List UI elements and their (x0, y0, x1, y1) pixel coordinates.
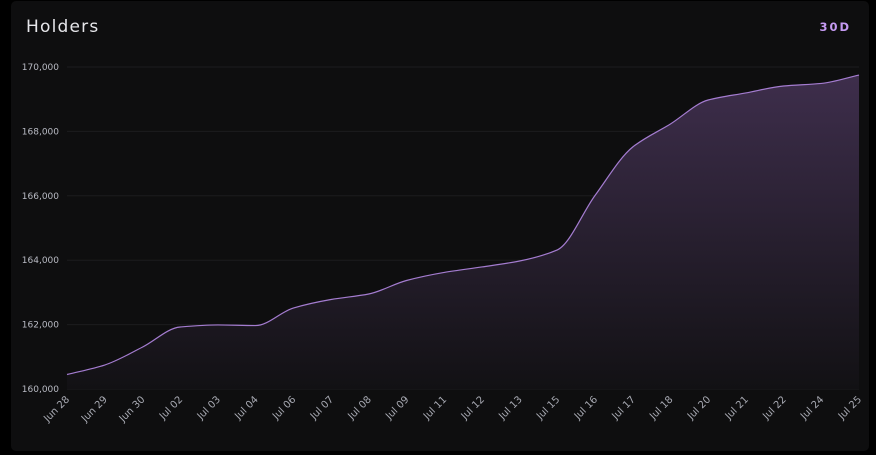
area-fill (67, 75, 859, 390)
x-tick-label: Jul 15 (534, 394, 562, 422)
time-range-button[interactable]: 30D (819, 20, 851, 34)
series-line (66, 74, 860, 376)
x-tick-label: Jul 04 (232, 394, 260, 422)
y-tick-label: 170,000 (22, 63, 59, 73)
y-axis: 160,000 162,000 164,000 166,000 168,000 170,0… (22, 63, 59, 395)
chart-title: Holders (26, 17, 100, 37)
x-tick-label: Jul 18 (647, 394, 675, 422)
y-tick-label: 160,000 (22, 385, 59, 395)
x-tick-label: Jul 25 (836, 394, 864, 422)
x-axis: Jun 28 Jun 29 Jun 30 Jul 02 Jul 03 Jul 04 Jul … (41, 394, 864, 425)
y-tick-label: 168,000 (22, 127, 59, 137)
x-tick-label: Jul 02 (157, 394, 185, 422)
x-tick-label: Jul 07 (308, 394, 336, 422)
x-tick-label: Jul 24 (798, 394, 826, 422)
x-tick-label: Jun 30 (117, 394, 148, 425)
x-tick-label: Jul 03 (195, 394, 223, 422)
x-tick-label: Jul 11 (421, 394, 449, 422)
x-tick-label: Jul 20 (685, 394, 713, 422)
x-tick-label: Jun 29 (79, 394, 110, 425)
x-tick-label: Jul 13 (496, 394, 524, 422)
x-tick-label: Jul 21 (723, 394, 751, 422)
x-tick-label: Jul 09 (383, 394, 411, 422)
y-tick-label: 166,000 (22, 192, 59, 202)
x-tick-label: Jul 12 (459, 394, 487, 422)
x-tick-label: Jul 16 (572, 394, 600, 422)
x-tick-label: Jul 08 (346, 394, 374, 422)
y-tick-label: 162,000 (22, 321, 59, 331)
y-tick-label: 164,000 (22, 256, 59, 266)
x-tick-label: Jul 06 (270, 394, 298, 422)
x-tick-label: Jul 17 (610, 394, 638, 422)
x-tick-label: Jul 22 (760, 394, 788, 422)
x-tick-label: Jun 28 (41, 394, 72, 425)
